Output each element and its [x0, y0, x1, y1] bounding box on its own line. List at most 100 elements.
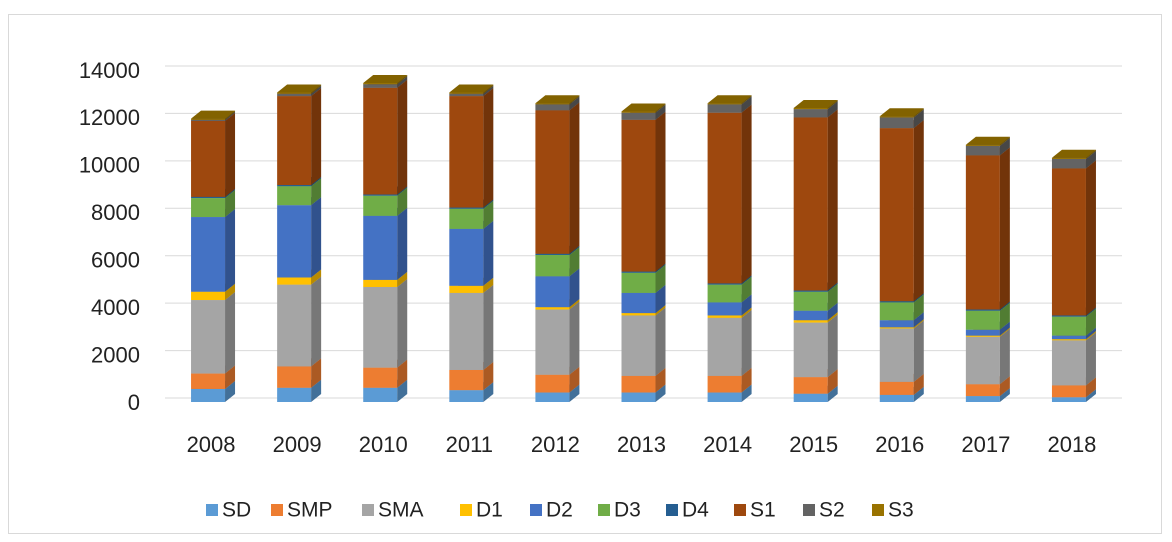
bar-side: [483, 284, 494, 370]
x-tick-label: 2018: [1047, 432, 1096, 457]
bar-side: [225, 188, 236, 199]
bar-front: [191, 120, 226, 197]
x-tick-label: 2015: [789, 432, 838, 457]
bar-front: [1051, 340, 1086, 386]
bar-side: [225, 112, 236, 197]
bar-side: [827, 312, 838, 323]
bar-front: [191, 196, 226, 199]
y-tick-label: 4000: [91, 295, 140, 320]
bar-side: [741, 104, 752, 284]
bar-front: [965, 335, 1000, 337]
bar-side: [741, 95, 752, 105]
bar-side: [999, 137, 1010, 156]
bar-side: [1085, 307, 1096, 317]
bar-front: [1051, 315, 1086, 317]
bar-side: [397, 359, 408, 388]
bar-side: [913, 120, 924, 302]
bar-side: [483, 199, 494, 209]
bar-front: [707, 104, 742, 113]
bar-side: [311, 178, 322, 206]
legend-swatch: [872, 504, 884, 516]
bar-front: [621, 292, 656, 314]
bar-side: [655, 264, 666, 293]
legend-swatch: [271, 504, 283, 516]
bar-front: [535, 110, 570, 254]
bar-front: [707, 315, 742, 318]
x-tick-label: 2017: [961, 432, 1010, 457]
y-tick-label: 8000: [91, 200, 140, 225]
bar-front: [965, 384, 1000, 397]
bar-front: [793, 393, 828, 402]
bar-front: [277, 186, 312, 206]
y-tick-label: 2000: [91, 342, 140, 367]
bar-front: [535, 254, 570, 277]
legend-label: D4: [682, 499, 709, 522]
bar-side: [483, 84, 494, 94]
bar-side: [483, 382, 494, 402]
bar-top: [449, 84, 494, 93]
bar-side: [1085, 332, 1096, 386]
bar-front: [449, 390, 484, 402]
bar-front: [449, 228, 484, 286]
bar-front: [793, 320, 828, 323]
bar-side: [827, 282, 838, 292]
x-tick-label: 2013: [617, 432, 666, 457]
bar-front: [277, 93, 312, 97]
bar-top: [879, 108, 924, 117]
bar-front: [535, 104, 570, 111]
bar-top: [965, 136, 1010, 145]
bar-front: [1051, 316, 1086, 336]
bar-front: [707, 284, 742, 303]
bar-front: [965, 155, 1000, 310]
bar-side: [569, 96, 580, 111]
bar-front: [191, 291, 226, 301]
bar-side: [311, 276, 322, 367]
bar-side: [655, 307, 666, 376]
bar-front: [191, 373, 226, 389]
bar-front: [793, 377, 828, 394]
bar-front: [879, 128, 914, 302]
bar-front: [449, 292, 484, 370]
bar-side: [397, 207, 408, 280]
bar-side: [913, 294, 924, 321]
bar-side: [655, 284, 666, 314]
legend-swatch: [803, 504, 815, 516]
bar-front: [449, 93, 484, 97]
bar-front: [277, 185, 312, 187]
bar-side: [999, 147, 1010, 310]
bar-side: [1085, 327, 1096, 340]
bar-front: [449, 285, 484, 293]
bar-front: [707, 103, 742, 105]
bar-front: [363, 367, 398, 388]
bar-side: [827, 101, 838, 118]
bar-side: [741, 96, 752, 113]
legend-swatch: [734, 504, 746, 516]
bar-front: [535, 103, 570, 105]
bar-front: [191, 119, 226, 121]
bar-front: [621, 315, 656, 376]
bar-side: [397, 187, 408, 216]
bar-front: [191, 388, 226, 402]
bar-side: [569, 102, 580, 254]
bar-side: [655, 384, 666, 402]
bar-side: [741, 275, 752, 285]
legend-label: D1: [476, 499, 503, 522]
bar-front: [621, 112, 656, 120]
bar-side: [741, 276, 752, 303]
bar-side: [397, 75, 408, 85]
bar-side: [311, 269, 322, 285]
bar-side: [913, 319, 924, 329]
bar-side: [311, 379, 322, 402]
bar-side: [483, 88, 494, 208]
bar-front: [621, 119, 656, 272]
legend-swatch: [362, 504, 374, 516]
bar-side: [397, 278, 408, 368]
bar-top: [191, 110, 236, 119]
bar-side: [1085, 150, 1096, 169]
bar-top: [363, 75, 408, 84]
bar-side: [1085, 331, 1096, 341]
bar-side: [827, 385, 838, 402]
x-tick-label: 2009: [273, 432, 322, 457]
legend-label: D3: [614, 499, 641, 522]
bar-front: [363, 84, 398, 88]
